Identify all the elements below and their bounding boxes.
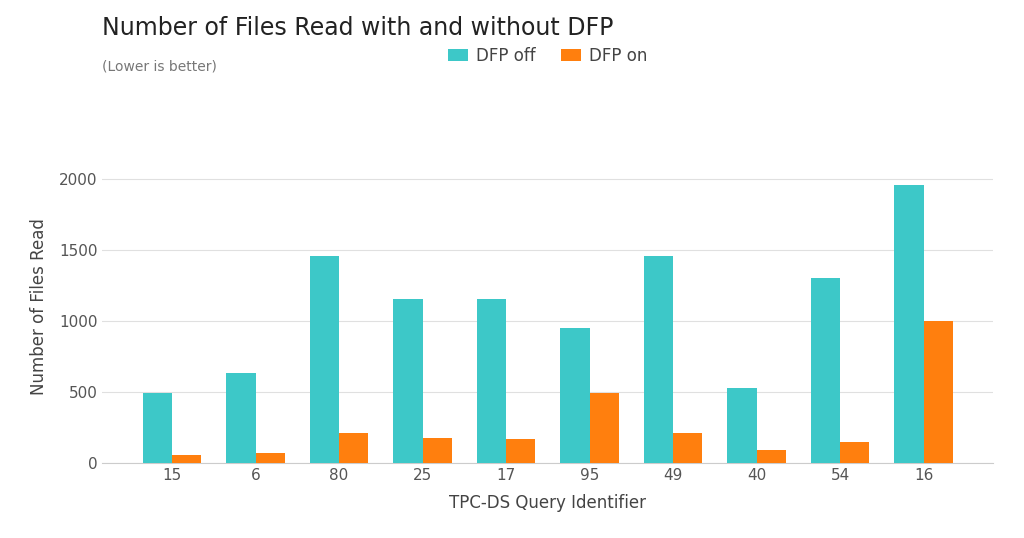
Bar [560,328,590,463]
Text: (Lower is better): (Lower is better) [102,59,217,73]
Bar [727,388,757,463]
Bar [506,438,536,463]
Bar [310,256,339,463]
Bar [840,442,869,463]
Y-axis label: Number of Files Read: Number of Files Read [30,218,48,395]
Bar [172,455,202,463]
Bar [757,450,785,463]
X-axis label: TPC-DS Query Identifier: TPC-DS Query Identifier [450,494,646,512]
Bar [590,393,618,463]
Bar [673,433,702,463]
Legend: DFP off, DFP on: DFP off, DFP on [441,40,654,72]
Bar [924,321,952,463]
Bar [226,373,256,463]
Bar [477,299,506,463]
Bar [644,256,673,463]
Bar [423,438,452,463]
Bar [143,393,172,463]
Bar [339,433,369,463]
Text: Number of Files Read with and without DFP: Number of Files Read with and without DF… [102,16,613,40]
Bar [256,454,285,463]
Bar [393,299,423,463]
Bar [894,185,924,463]
Bar [811,278,840,463]
